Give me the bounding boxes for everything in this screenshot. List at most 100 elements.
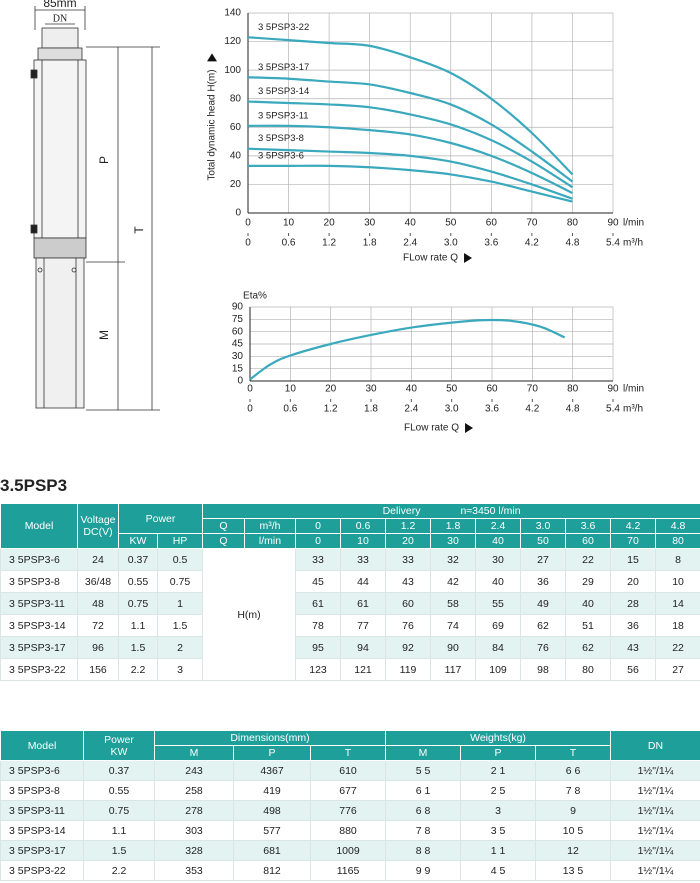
table-cell: 40 <box>475 570 522 593</box>
table-cell: 76 <box>520 636 567 659</box>
table-cell: 7 8 <box>385 820 461 841</box>
curve <box>247 36 574 176</box>
x-axis-title: FLow rate Q <box>404 423 459 434</box>
y-tick-label: 30 <box>232 351 244 362</box>
table-cell: 1 <box>156 592 204 615</box>
table-cell: 36/48 <box>77 570 119 593</box>
table-cell: 258 <box>154 780 234 801</box>
table-row: 3 5PSP3-11 0.75 278 498 776 6 8 3 9 1½"/1¼ <box>0 800 700 821</box>
table-cell: 27 <box>655 658 700 681</box>
x2-unit: m³/h <box>623 404 643 415</box>
header-text: Delivery <box>382 505 421 517</box>
table-row: 3 5PSP3-8 36/48 0.55 0.75 45 44 43 42 40 36 29 20 10 <box>0 570 700 593</box>
table-cell: 33 <box>385 548 432 571</box>
table-cell: 1½"/1¼ <box>610 820 700 841</box>
table-cell: 61 <box>295 592 342 615</box>
header-row: Model Voltage DC(V) Power Delivery n≈3450 l/… <box>0 503 700 549</box>
header-cell: 30 <box>430 533 477 549</box>
table-cell: 9 9 <box>385 860 461 881</box>
table-cell: 1.5 <box>156 614 204 637</box>
table-cell: 353 <box>154 860 234 881</box>
table-cell: 0.37 <box>118 548 158 571</box>
header-cell: HP <box>156 533 204 549</box>
x-tick-label: 30 <box>364 218 376 229</box>
table-cell: 77 <box>340 614 387 637</box>
table-cell: 1½"/1¼ <box>610 840 700 861</box>
table-cell: 24 <box>77 548 119 571</box>
y-tick-label: 120 <box>224 36 241 47</box>
table-cell: 2 <box>156 636 204 659</box>
dimension-label: DN <box>53 13 67 24</box>
x2-tick-label: 3.0 <box>445 404 459 415</box>
table-cell: 62 <box>520 614 567 637</box>
header-text: KW <box>110 745 128 758</box>
model-cell: 3 5PSP3-14 <box>0 614 78 637</box>
y-tick-label: 140 <box>224 8 241 19</box>
table-row: 3 5PSP3-6 24 0.37 0.5 H(m) 33 33 33 32 30 27 22 15 8 <box>0 548 700 681</box>
header-cell: Q <box>202 533 246 549</box>
header-cell: DN <box>610 730 700 761</box>
x2-tick-label: 3.6 <box>485 404 499 415</box>
x-tick-label: 60 <box>486 384 498 395</box>
model-cell: 3 5PSP3-8 <box>0 570 78 593</box>
table-cell: 28 <box>610 592 657 615</box>
table-row: 3 5PSP3-17 96 1.5 2 95 94 92 90 84 76 62 43 22 <box>0 636 700 659</box>
table-cell: 109 <box>475 658 522 681</box>
table-cell: 33 <box>295 548 342 571</box>
table-cell: 419 <box>233 780 311 801</box>
y-tick-label: 60 <box>230 122 242 133</box>
table-cell: 33 <box>340 548 387 571</box>
curve <box>247 100 574 189</box>
header-cell: P <box>233 745 311 761</box>
table-cell: 2.2 <box>118 658 158 681</box>
table-cell: 1½"/1¼ <box>610 760 700 781</box>
table-cell: 30 <box>475 548 522 571</box>
table-cell: 0.55 <box>118 570 158 593</box>
table-cell: 56 <box>610 658 657 681</box>
header-cell: M <box>385 745 461 761</box>
x-tick-label: 70 <box>527 384 539 395</box>
header-cell: 60 <box>565 533 612 549</box>
header-cell: M <box>154 745 234 761</box>
curve-label: 3 5PSP3-8 <box>258 133 304 144</box>
table-cell: 1½"/1¼ <box>610 780 700 801</box>
header-cell: P <box>460 745 536 761</box>
x2-tick-label: 4.2 <box>525 238 539 249</box>
model-cell: 3 5PSP3-11 <box>0 592 78 615</box>
dimension-label: T <box>132 226 146 234</box>
x2-tick-label: 1.2 <box>324 404 338 415</box>
table-cell: 92 <box>385 636 432 659</box>
table-cell: 98 <box>520 658 567 681</box>
table-cell: 78 <box>295 614 342 637</box>
curve <box>249 318 566 381</box>
x-tick-label: 40 <box>405 218 417 229</box>
table-cell: 156 <box>77 658 119 681</box>
x2-tick-label: 0 <box>245 238 251 249</box>
header-cell: Weights(kg) <box>384 730 612 746</box>
table-cell: 812 <box>233 860 311 881</box>
curve-label: 3 5PSP3-22 <box>258 22 309 33</box>
table-cell: 5 5 <box>385 760 461 781</box>
table-cell: 577 <box>233 820 311 841</box>
table-cell: 610 <box>310 760 386 781</box>
table-row: 3 5PSP3-22 156 2.2 3 123 121 119 117 109 98 80 56 27 <box>0 658 700 681</box>
table-cell: 681 <box>233 840 311 861</box>
header-cell: Delivery n≈3450 l/min <box>202 503 700 519</box>
table-cell: 27 <box>520 548 567 571</box>
model-cell: 3 5PSP3-6 <box>0 548 78 571</box>
arrow-icon <box>465 423 474 433</box>
table-head: Model Power KW Dimensions(mm) Weights(kg) DN M… <box>0 730 700 761</box>
x-tick-label: 30 <box>365 384 377 395</box>
table-cell: 117 <box>430 658 477 681</box>
curve <box>247 147 573 200</box>
header-cell: 50 <box>520 533 567 549</box>
table-cell: 0.75 <box>156 570 204 593</box>
x-tick-label: 0 <box>247 384 253 395</box>
table-cell: 76 <box>385 614 432 637</box>
